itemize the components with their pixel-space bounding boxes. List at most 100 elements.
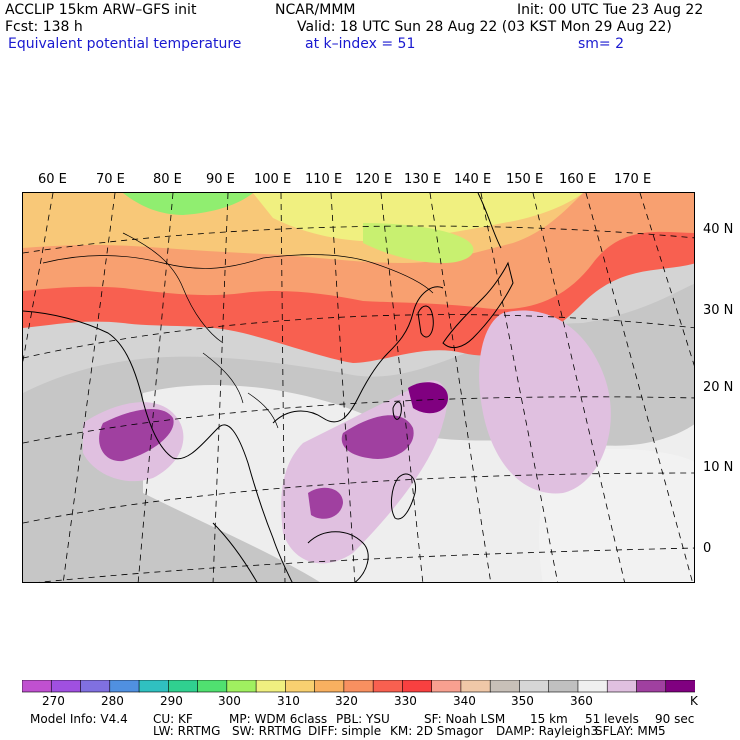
border: [122, 232, 224, 344]
lon-label: 60 E: [38, 172, 67, 187]
parallel-20n: [23, 396, 694, 444]
coast-china: [272, 286, 444, 424]
lon-label: 170 E: [614, 172, 652, 187]
colorbar-swatch: [372, 680, 404, 693]
colorbar-swatch: [314, 680, 345, 693]
footer-item: CU: KF: [153, 712, 193, 726]
footer-item: SF: Noah LSM: [424, 712, 506, 726]
colorbar-swatch: [665, 680, 695, 693]
graticule: [23, 193, 694, 582]
coast-taiwan: [392, 401, 402, 420]
colorbar-swatch: [343, 680, 374, 693]
footer-item: LW: RRTMG: [153, 724, 221, 738]
colorbar-swatch: [50, 680, 82, 693]
coast-borneo: [307, 531, 369, 582]
field-375-typhoon: [408, 382, 448, 414]
colorbar-swatch: [606, 680, 638, 693]
coast-korea: [417, 305, 434, 338]
footer-item: Model Info: V4.4: [30, 712, 128, 726]
meridian: [532, 193, 625, 582]
border: [42, 255, 264, 269]
colorbar-swatch: [489, 680, 521, 693]
border: [247, 392, 279, 429]
field-300-patch: [123, 193, 253, 215]
coast-sumatra: [212, 522, 258, 582]
map-panel: [22, 192, 695, 583]
lon-label: 140 E: [454, 172, 492, 187]
model-title: ACCLIP 15km ARW–GFS init: [5, 2, 197, 18]
coast-japan: [442, 261, 514, 349]
colorbar-swatch: [285, 680, 316, 693]
footer-item: PBL: YSU: [336, 712, 390, 726]
footer-item: DIFF: simple: [308, 724, 382, 738]
colorbar-swatch: [168, 680, 199, 693]
colorbar-swatch: [519, 680, 550, 693]
init-time: Init: 00 UTC Tue 23 Aug 22: [517, 2, 704, 18]
coast-philippines: [390, 473, 417, 520]
field-370-scs: [341, 415, 414, 459]
field-305-patch: [363, 223, 474, 263]
colorbar-label: 280: [101, 694, 124, 708]
smoothing: sm= 2: [578, 36, 625, 52]
field-370-borneo: [308, 487, 343, 519]
footer-item: SW: RRTMG: [232, 724, 302, 738]
lon-label: 120 E: [355, 172, 393, 187]
coastlines: [23, 193, 514, 582]
lon-label: 160 E: [559, 172, 597, 187]
valid-time: Valid: 18 UTC Sun 28 Aug 22 (03 KST Mon …: [297, 19, 672, 35]
colorbar-swatch: [577, 680, 609, 693]
forecast-hour: Fcst: 138 h: [5, 19, 83, 35]
field-name: Equivalent potential temperature: [8, 36, 242, 52]
footer-item: SFLAY: MM5: [595, 724, 666, 738]
lat-label: 20 N: [703, 380, 734, 395]
coast-sakhalin: [477, 193, 502, 249]
field-365-pacific: [479, 310, 611, 494]
level-index: at k–index = 51: [305, 36, 416, 52]
lon-label: 150 E: [506, 172, 544, 187]
organization: NCAR/MMM: [275, 2, 356, 18]
meridian: [585, 193, 693, 582]
colorbar-label: 300: [218, 694, 241, 708]
colorbar-swatch: [460, 680, 491, 693]
lat-label: 10 N: [703, 460, 734, 475]
colorbar-swatch: [636, 680, 667, 693]
borders: [42, 232, 434, 429]
border: [202, 352, 244, 404]
colorbar-swatch: [226, 680, 257, 693]
colorbar-unit: K: [690, 694, 698, 708]
colorbar-swatch: [80, 680, 111, 693]
lat-label: 0: [703, 541, 712, 556]
footer-item: DAMP: Rayleigh3: [496, 724, 599, 738]
colorbar-swatch: [22, 680, 53, 693]
colorbar: [22, 680, 695, 693]
colorbar-label: 330: [394, 694, 417, 708]
footer-item: 15 km: [530, 712, 568, 726]
lon-label: 90 E: [206, 172, 235, 187]
meridian: [480, 193, 559, 582]
meridian: [639, 193, 694, 366]
parallel-10n: [23, 472, 694, 524]
map-canvas: [23, 193, 694, 582]
colorbar-label: 310: [277, 694, 300, 708]
lon-label: 100 E: [254, 172, 292, 187]
colorbar-swatch: [402, 680, 433, 693]
lat-label: 30 N: [703, 303, 734, 318]
footer-item: MP: WDM 6class: [229, 712, 328, 726]
lat-label: 40 N: [703, 222, 734, 237]
colorbar-swatch: [255, 680, 287, 693]
lon-label: 70 E: [96, 172, 125, 187]
colorbar-label: 360: [570, 694, 593, 708]
colorbar-label: 340: [453, 694, 476, 708]
colorbar-label: 350: [511, 694, 534, 708]
border: [262, 254, 434, 294]
footer-item: KM: 2D Smagor: [390, 724, 484, 738]
footer-line-1: Model Info: V4.4 CU: KF MP: WDM 6class P…: [30, 712, 694, 726]
colorbar-label: 290: [160, 694, 183, 708]
colorbar-swatch: [548, 680, 579, 693]
colorbar-swatch: [197, 680, 228, 693]
colorbar-swatch: [138, 680, 170, 693]
lon-label: 80 E: [153, 172, 182, 187]
parallel-30n: [23, 314, 694, 359]
colorbar-label: 270: [42, 694, 65, 708]
lon-label: 110 E: [305, 172, 343, 187]
